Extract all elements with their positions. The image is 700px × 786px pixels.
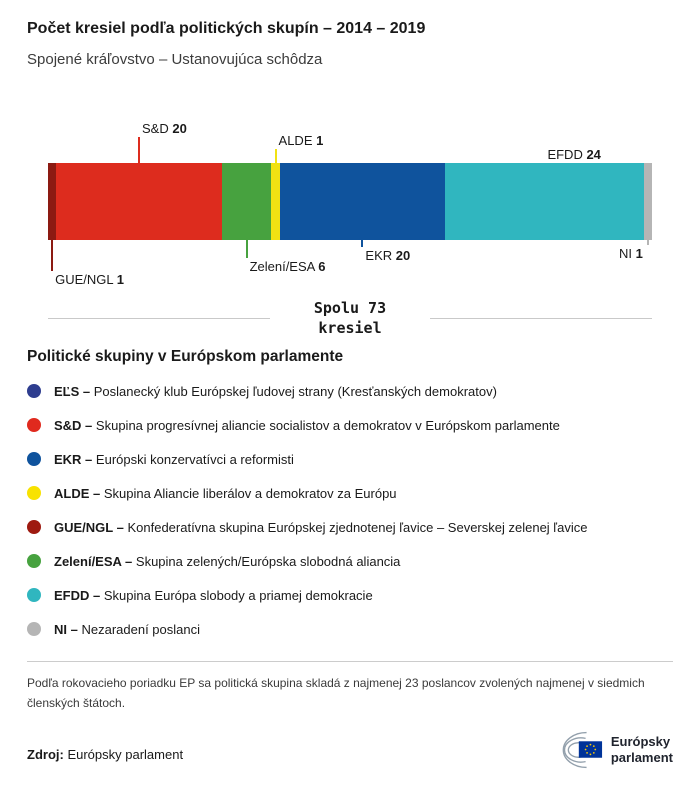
legend-item-text: ALDE – Skupina Aliancie liberálov a demo… — [54, 486, 397, 501]
bar-label: S&D 20 — [142, 121, 187, 136]
legend-item: EKR – Európski konzervatívci a reformist… — [27, 442, 673, 476]
legend-item-name: ALDE – — [54, 485, 101, 501]
bar-segment-alde[interactable] — [271, 163, 280, 240]
bar-segment-efdd[interactable] — [445, 163, 644, 240]
legend-item-desc: Skupina Aliancie liberálov a demokratov … — [103, 485, 397, 501]
ep-logo-icon — [562, 731, 602, 768]
bar-label: NI 1 — [619, 246, 643, 261]
legend-item-desc: Skupina progresívnej aliancie socialisto… — [95, 417, 560, 433]
legend-item-desc: Skupina zelených/Európska slobodná alian… — [135, 553, 401, 569]
legend-dot — [27, 486, 41, 500]
footnote: Podľa rokovacieho poriadku EP sa politic… — [27, 676, 645, 710]
bar-segment-zelen-esa[interactable] — [221, 163, 272, 240]
stacked-bar — [48, 163, 652, 240]
legend: EĽS – Poslanecký klub Európskej ľudovej … — [27, 374, 673, 646]
page-subtitle: Spojené kráľovstvo – Ustanovujúca schôdz… — [27, 51, 323, 68]
label-connector — [646, 240, 649, 245]
source-label: Zdroj: — [27, 746, 64, 762]
legend-item: EFDD – Skupina Európa slobody a priamej … — [27, 578, 673, 612]
legend-item-name: GUE/NGL – — [54, 519, 124, 535]
legend-dot — [27, 452, 41, 466]
legend-item-desc: Nezaradení poslanci — [81, 621, 200, 637]
legend-item-name: EĽS – — [54, 383, 91, 399]
bar-segment-s-d[interactable] — [56, 163, 222, 240]
label-connector — [245, 240, 248, 258]
legend-item-text: S&D – Skupina progresívnej aliancie soci… — [54, 418, 560, 433]
legend-item-name: S&D – — [54, 417, 93, 433]
bar-label: EFDD 24 — [547, 147, 601, 162]
legend-item-text: GUE/NGL – Konfederatívna skupina Európsk… — [54, 520, 587, 535]
divider — [27, 661, 673, 662]
seat-chart: GUE/NGL 1 S&D 20 Zelení/ESA 6 ALDE 1 EKR 20 E… — [48, 118, 652, 295]
legend-item-text: Zelení/ESA – Skupina zelených/Európska s… — [54, 554, 400, 569]
legend-item: NI – Nezaradení poslanci — [27, 612, 673, 646]
legend-item-name: EFDD – — [54, 587, 101, 603]
bar-segment-ekr[interactable] — [279, 163, 446, 240]
source: Zdroj: Európsky parlament — [27, 747, 183, 762]
legend-item-name: EKR – — [54, 451, 93, 467]
total-seats-label: Spolu 73 kresiel — [313, 299, 387, 337]
legend-item-text: NI – Nezaradení poslanci — [54, 622, 200, 637]
legend-dot — [27, 418, 41, 432]
legend-item: ALDE – Skupina Aliancie liberálov a demo… — [27, 476, 673, 510]
legend-item: GUE/NGL – Konfederatívna skupina Európsk… — [27, 510, 673, 544]
ep-logo-text-line2: parlament — [610, 749, 673, 765]
legend-heading: Politické skupiny v Európskom parlamente — [27, 348, 344, 365]
ep-logo: Európsky parlament — [542, 728, 673, 772]
legend-item: Zelení/ESA – Skupina zelených/Európska s… — [27, 544, 673, 578]
legend-item-desc: Poslanecký klub Európskej ľudovej strany… — [93, 383, 497, 399]
legend-item-text: EĽS – Poslanecký klub Európskej ľudovej … — [54, 384, 497, 399]
bar-label: Zelení/ESA 6 — [249, 259, 326, 274]
legend-item-desc: Skupina Európa slobody a priamej demokra… — [103, 587, 373, 603]
legend-item-desc: Konfederatívna skupina Európskej zjednot… — [127, 519, 588, 535]
label-connector — [361, 240, 364, 247]
legend-item-name: NI – — [54, 621, 78, 637]
legend-item-name: Zelení/ESA – — [54, 553, 133, 569]
legend-item: S&D – Skupina progresívnej aliancie soci… — [27, 408, 673, 442]
bar-label: ALDE 1 — [278, 133, 324, 148]
label-connector — [138, 137, 140, 163]
ep-logo-text: Európsky parlament — [611, 734, 673, 765]
bar-label: GUE/NGL 1 — [55, 272, 125, 287]
bar-segment-ni[interactable] — [643, 163, 652, 240]
legend-dot — [27, 384, 41, 398]
bar-segment-gue-ngl[interactable] — [48, 163, 57, 240]
bar-label: EKR 20 — [365, 248, 411, 263]
legend-dot — [27, 554, 41, 568]
legend-dot — [27, 622, 41, 636]
ep-logo-text-line1: Európsky — [610, 734, 671, 749]
page-title: Počet kresiel podľa politických skupín –… — [27, 20, 426, 37]
legend-item-desc: Európski konzervatívci a reformisti — [95, 451, 294, 467]
total-seats-row: Spolu 73 kresiel — [48, 299, 652, 338]
label-connector — [51, 240, 54, 271]
legend-item-text: EFDD – Skupina Európa slobody a priamej … — [54, 588, 373, 603]
legend-dot — [27, 520, 41, 534]
right-rule — [430, 318, 652, 319]
legend-item: EĽS – Poslanecký klub Európskej ľudovej … — [27, 374, 673, 408]
footer-row: Zdroj: Európsky parlament — [27, 728, 673, 772]
label-connector — [274, 149, 277, 163]
left-rule — [48, 318, 270, 319]
source-value: Európsky parlament — [67, 746, 184, 762]
legend-dot — [27, 588, 41, 602]
legend-item-text: EKR – Európski konzervatívci a reformist… — [54, 452, 294, 467]
